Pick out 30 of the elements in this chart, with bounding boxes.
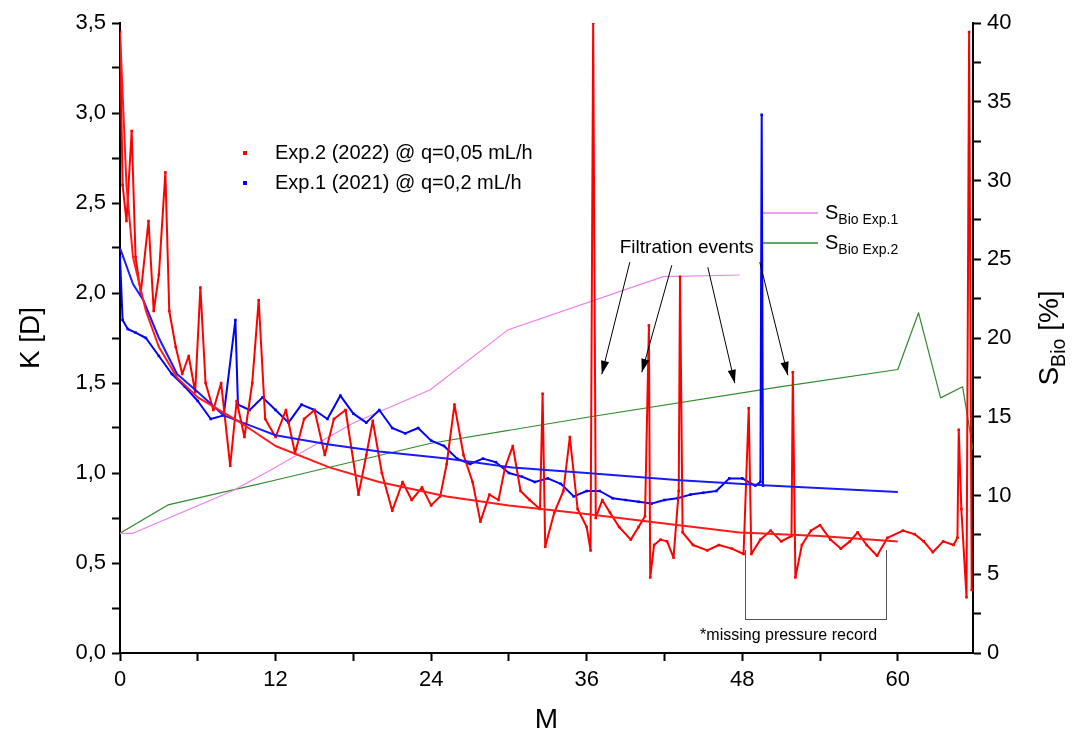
y-tick-label: 0,0 (75, 639, 106, 665)
y-tick-label: 2,0 (75, 279, 106, 305)
y2-tick-label: 30 (987, 166, 1012, 192)
y-tick-label: 0,5 (75, 549, 106, 575)
y-tick-label: 1,0 (75, 459, 106, 485)
y2-tick-label: 5 (987, 560, 1000, 586)
x-tick-label: 12 (263, 666, 288, 692)
annotation: *missing pressure record (700, 626, 878, 644)
y-tick-label: 1,5 (75, 369, 106, 395)
y-tick-label: 2,5 (75, 189, 106, 215)
y-tick-label: 3,0 (75, 99, 106, 125)
annotation: Filtration events (619, 236, 754, 258)
x-axis-title: M (534, 702, 559, 734)
y-tick-label: 3,5 (75, 9, 106, 35)
y2-tick-label: 20 (987, 324, 1012, 350)
y2-axis-title: SBio [%] (1032, 290, 1070, 386)
legend-label: Exp.1 (2021) @ q=0,2 mL/h (275, 170, 522, 193)
legend-label: Exp.2 (2022) @ q=0,05 mL/h (275, 140, 533, 163)
y2-tick-label: 10 (987, 481, 1012, 507)
y2-tick-label: 15 (987, 402, 1012, 428)
x-tick-label: 24 (418, 666, 444, 692)
y2-tick-label: 40 (987, 9, 1012, 35)
x-tick-label: 0 (113, 666, 127, 692)
y2-tick-label: 35 (987, 87, 1012, 113)
x-tick-label: 48 (730, 666, 755, 692)
x-tick-label: 60 (885, 666, 911, 692)
y2-tick-label: 25 (987, 245, 1012, 271)
y-axis-title: K [D] (13, 306, 45, 370)
y2-tick-label: 0 (987, 639, 1000, 665)
x-tick-label: 36 (574, 666, 599, 692)
